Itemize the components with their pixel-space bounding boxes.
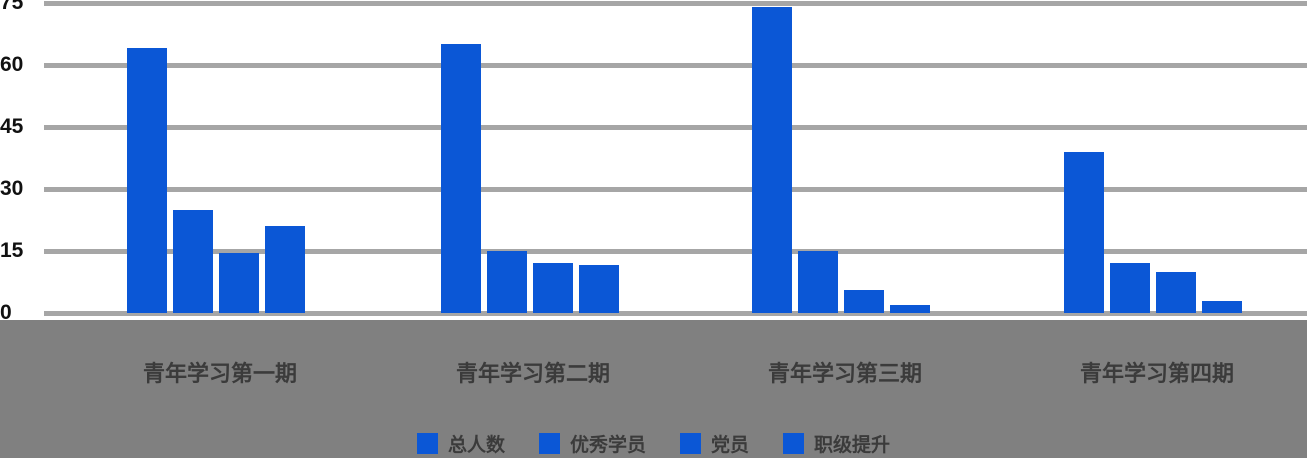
- bar[interactable]: [533, 263, 573, 313]
- gridline-30: [44, 187, 1307, 192]
- gridline-15: [44, 249, 1307, 254]
- bar[interactable]: [890, 304, 930, 313]
- y-tick-label: 15: [0, 239, 24, 262]
- x-axis-category-label: 青年学习第三期: [767, 361, 922, 386]
- legend-swatch-icon: [538, 433, 560, 454]
- legend-item[interactable]: 优秀学员: [538, 430, 646, 457]
- legend-swatch-icon: [680, 433, 701, 454]
- legend-label: 优秀学员: [569, 435, 646, 456]
- bar[interactable]: [127, 48, 167, 313]
- legend-swatch-icon: [783, 433, 805, 454]
- bar[interactable]: [173, 209, 213, 313]
- chart-legend: 总人数 优秀学员 党员 职级提升: [0, 430, 1307, 457]
- legend-item[interactable]: 职级提升: [783, 430, 890, 457]
- bar[interactable]: [1064, 151, 1104, 313]
- y-tick-label: 60: [0, 53, 24, 76]
- legend-label: 党员: [711, 435, 750, 456]
- legend-item[interactable]: 党员: [680, 430, 749, 457]
- gridline-75: [44, 1, 1307, 6]
- bar[interactable]: [265, 226, 305, 313]
- bar[interactable]: [1202, 300, 1242, 313]
- bar[interactable]: [219, 253, 259, 313]
- gridline-60: [44, 63, 1307, 68]
- legend-swatch-icon: [416, 433, 438, 454]
- bar[interactable]: [441, 44, 481, 313]
- x-axis-category-label: 青年学习第二期: [455, 361, 610, 386]
- bar[interactable]: [752, 7, 792, 313]
- y-tick-label: 75: [0, 0, 24, 14]
- bar[interactable]: [844, 290, 884, 313]
- y-tick-label: 45: [0, 115, 24, 138]
- x-axis-band: 青年学习第一期 青年学习第二期 青年学习第三期 青年学习第四期 总人数 优秀学员 党员 职级…: [0, 320, 1307, 458]
- y-tick-label: 30: [0, 177, 24, 200]
- bar[interactable]: [487, 251, 527, 313]
- gridline-45: [44, 125, 1307, 130]
- legend-label: 职级提升: [814, 435, 891, 456]
- legend-item[interactable]: 总人数: [416, 430, 505, 457]
- legend-label: 总人数: [447, 435, 505, 456]
- gridline-0: [44, 311, 1307, 316]
- x-axis-category-label: 青年学习第一期: [142, 361, 297, 386]
- bar[interactable]: [1110, 263, 1150, 313]
- x-axis-category-label: 青年学习第四期: [1079, 361, 1234, 386]
- bar[interactable]: [798, 251, 838, 313]
- bar[interactable]: [1156, 271, 1196, 313]
- plot-area: 75 60 45 30 15 0: [0, 0, 1307, 324]
- y-tick-label: 0: [0, 301, 12, 324]
- bar[interactable]: [579, 265, 619, 313]
